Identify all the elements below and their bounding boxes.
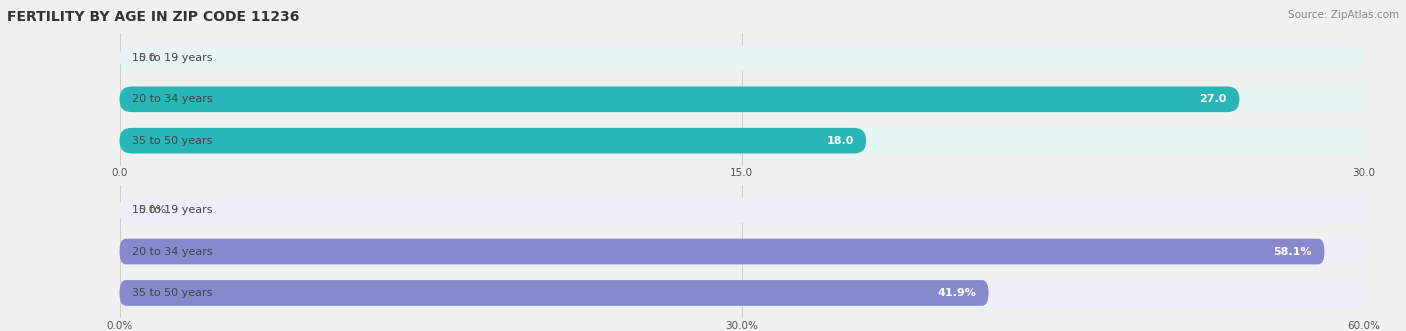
FancyBboxPatch shape [120,239,1324,264]
Text: 0.0%: 0.0% [138,205,166,215]
Text: 35 to 50 years: 35 to 50 years [132,136,212,146]
FancyBboxPatch shape [120,86,1364,112]
FancyBboxPatch shape [120,280,1364,306]
Text: 20 to 34 years: 20 to 34 years [132,94,212,104]
FancyBboxPatch shape [120,280,988,306]
FancyBboxPatch shape [120,86,1240,112]
Text: 15 to 19 years: 15 to 19 years [132,53,212,63]
FancyBboxPatch shape [120,128,866,154]
FancyBboxPatch shape [120,45,1364,71]
FancyBboxPatch shape [120,239,1364,264]
Text: 15 to 19 years: 15 to 19 years [132,205,212,215]
Text: 20 to 34 years: 20 to 34 years [132,247,212,257]
Text: 41.9%: 41.9% [938,288,976,298]
FancyBboxPatch shape [120,128,1364,154]
Text: 18.0: 18.0 [827,136,853,146]
Text: FERTILITY BY AGE IN ZIP CODE 11236: FERTILITY BY AGE IN ZIP CODE 11236 [7,10,299,24]
Text: 35 to 50 years: 35 to 50 years [132,288,212,298]
Text: 58.1%: 58.1% [1274,247,1312,257]
FancyBboxPatch shape [120,197,1364,223]
Text: Source: ZipAtlas.com: Source: ZipAtlas.com [1288,10,1399,20]
Text: 27.0: 27.0 [1199,94,1227,104]
Text: 0.0: 0.0 [138,53,156,63]
